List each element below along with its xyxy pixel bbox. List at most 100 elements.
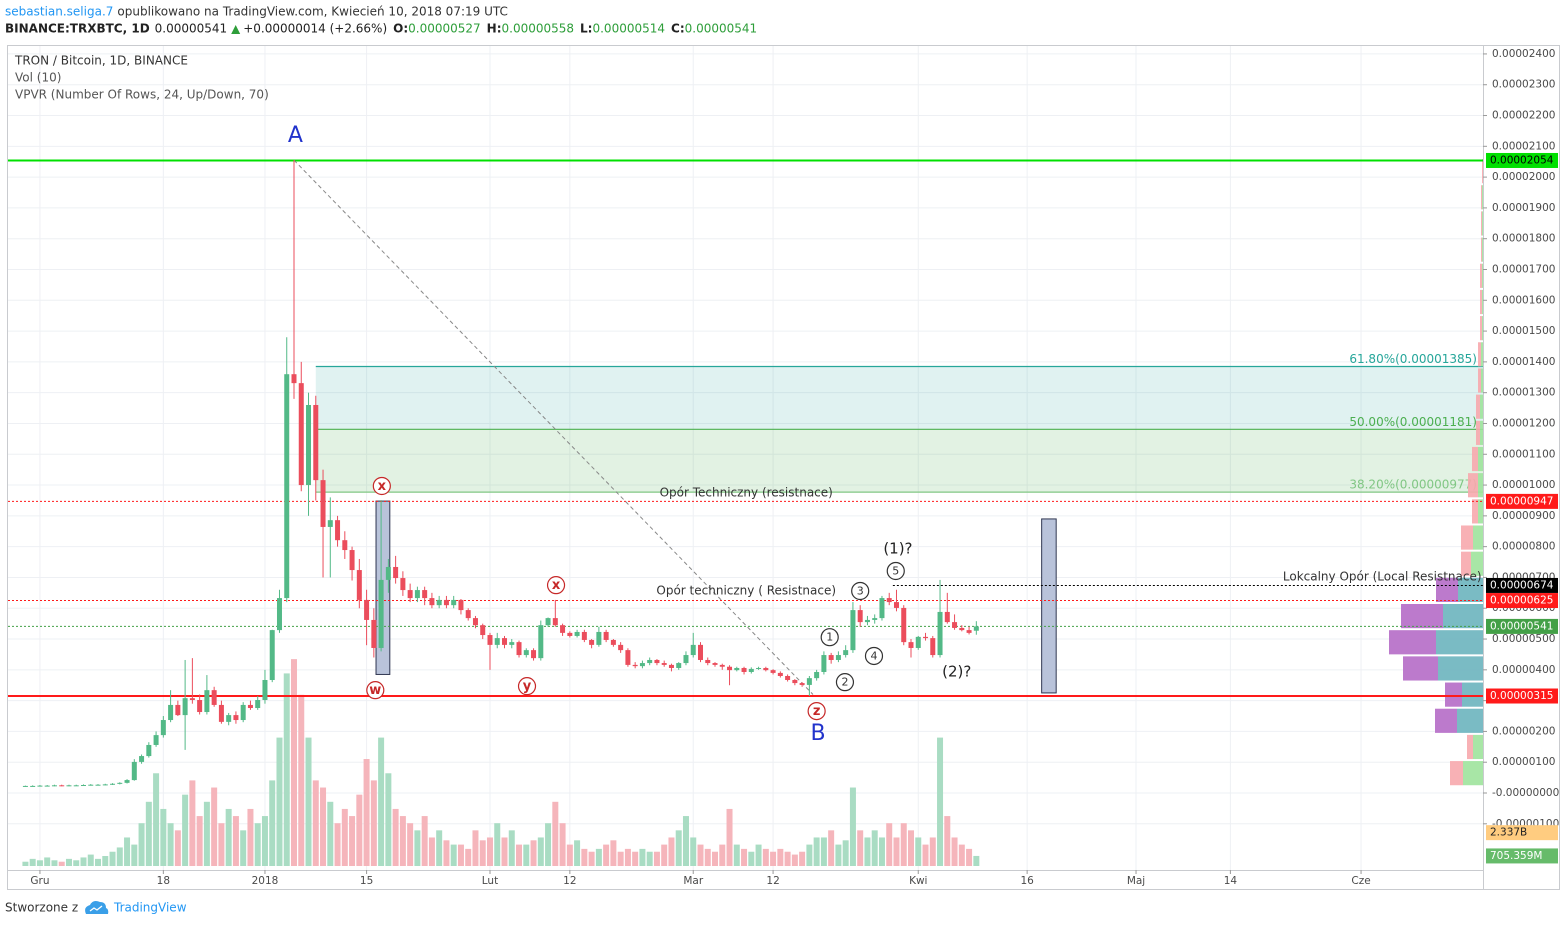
annotation-text: (2)? [942, 662, 971, 680]
candle-body [276, 598, 282, 631]
volume-bar [704, 848, 711, 866]
wave-label: 3 [857, 584, 864, 597]
price-tag: 0.00000625 [1490, 595, 1553, 607]
candle-body [763, 667, 769, 671]
volume-bar [312, 780, 319, 866]
author[interactable]: sebastian.seliga.7 [5, 5, 113, 19]
candle-body [291, 374, 297, 384]
volume-bar [537, 837, 544, 866]
candle-body [901, 607, 907, 643]
y-tick-label: 0.00001700 [1492, 263, 1555, 275]
wave-degree-label: B [811, 721, 826, 746]
candle-body [697, 644, 703, 660]
volume-bar [385, 773, 392, 866]
legend-indicator: Vol (10) [15, 71, 61, 85]
legend-title: TRON / Bitcoin, 1D, BINANCE [14, 54, 188, 68]
candle-body [835, 655, 841, 660]
volume-bar [849, 787, 856, 866]
candle-body [741, 667, 747, 672]
volume-bar [145, 801, 152, 866]
last-price: 0.00000541 [155, 22, 228, 36]
wave-circle [820, 628, 839, 647]
candle-body [756, 667, 762, 669]
volume-bar [363, 759, 370, 866]
volume-bar [574, 840, 581, 866]
candle-body [356, 570, 362, 600]
candle-body [480, 625, 486, 636]
ohlc-key: C: [671, 22, 685, 36]
wave-circle [864, 646, 884, 666]
price-tag-bg [1486, 593, 1558, 609]
ohlc-value: 0.00000514 [592, 22, 665, 36]
candle-body [80, 785, 86, 787]
ohlc-key: H: [487, 22, 502, 36]
y-tick-label: 0.00000800 [1492, 541, 1555, 553]
volume-bar [392, 808, 399, 866]
volume-bar [327, 801, 334, 866]
candle-body [683, 655, 689, 664]
volume-bar [116, 847, 123, 866]
candle-body [618, 644, 624, 651]
candle-body [153, 735, 159, 745]
price-tag: 0.00000947 [1490, 495, 1553, 507]
volume-bar [65, 858, 72, 866]
volume-bar [378, 737, 385, 866]
volume-bar [283, 673, 290, 866]
candle-body [523, 650, 529, 656]
x-tick-label: 12 [563, 875, 576, 887]
candle-body [719, 664, 725, 667]
candle-body [705, 659, 711, 664]
vpvr-up [1478, 473, 1483, 498]
volume-bar [588, 851, 595, 866]
candle-body [51, 785, 57, 787]
candle-body [487, 635, 493, 645]
candle-body [886, 598, 892, 603]
volume-bar [675, 830, 682, 866]
candle-body [66, 785, 72, 787]
vpvr-down [1478, 342, 1481, 367]
candle-body [429, 598, 435, 606]
axes: 0.00002400 0.00002300 0.00002200 0.00002100… [30, 48, 1559, 887]
x-tick-label: Gru [30, 875, 49, 887]
wave-label: 2 [841, 676, 848, 689]
candle-body [204, 690, 210, 713]
candle-body [864, 619, 870, 623]
vpvr-down [1476, 394, 1480, 419]
vpvr-up [1438, 656, 1483, 681]
legend-indicator: VPVR (Number Of Rows, 24, Up/Down, 70) [15, 88, 269, 102]
candle-body [552, 618, 558, 626]
y-tick-label: 0.00000200 [1492, 725, 1555, 737]
candle-body [509, 642, 515, 645]
candle-body [785, 675, 791, 680]
volume-bar [595, 848, 602, 866]
ohlc-key: L: [580, 22, 592, 36]
price-tag-bg [1486, 618, 1558, 634]
x-tick-label: 15 [360, 875, 373, 887]
trendline [293, 159, 814, 695]
volume-bar [733, 844, 740, 866]
x-tick-label: Lut [482, 875, 498, 887]
volume-bar [472, 830, 479, 866]
y-tick-label: 0.00001500 [1492, 325, 1555, 337]
footer-brand[interactable]: TradingView [113, 901, 187, 915]
y-tick-label: 0.00001200 [1492, 417, 1555, 429]
candle-body [349, 550, 355, 571]
candle-body [639, 663, 645, 667]
candle-body [930, 638, 936, 656]
volume-bar [770, 851, 777, 866]
price-tag: 0.00000674 [1490, 579, 1554, 591]
volume-bar [937, 737, 944, 866]
annotation-text: Opór techniczny ( Resistnace) [656, 583, 836, 597]
wave-circle [851, 581, 870, 601]
volume-bar [341, 808, 348, 866]
volume-bar [450, 844, 457, 866]
ohlc-key: O: [393, 22, 408, 36]
vpvr-down [1480, 263, 1482, 288]
vpvr-down [1403, 656, 1438, 681]
volume-bar [755, 844, 762, 866]
y-tick-label: 0.00002200 [1492, 110, 1555, 122]
volume-bar [908, 830, 915, 866]
candle-body [59, 785, 65, 787]
price-tag-bg [1486, 152, 1558, 168]
candle-body [589, 639, 595, 645]
